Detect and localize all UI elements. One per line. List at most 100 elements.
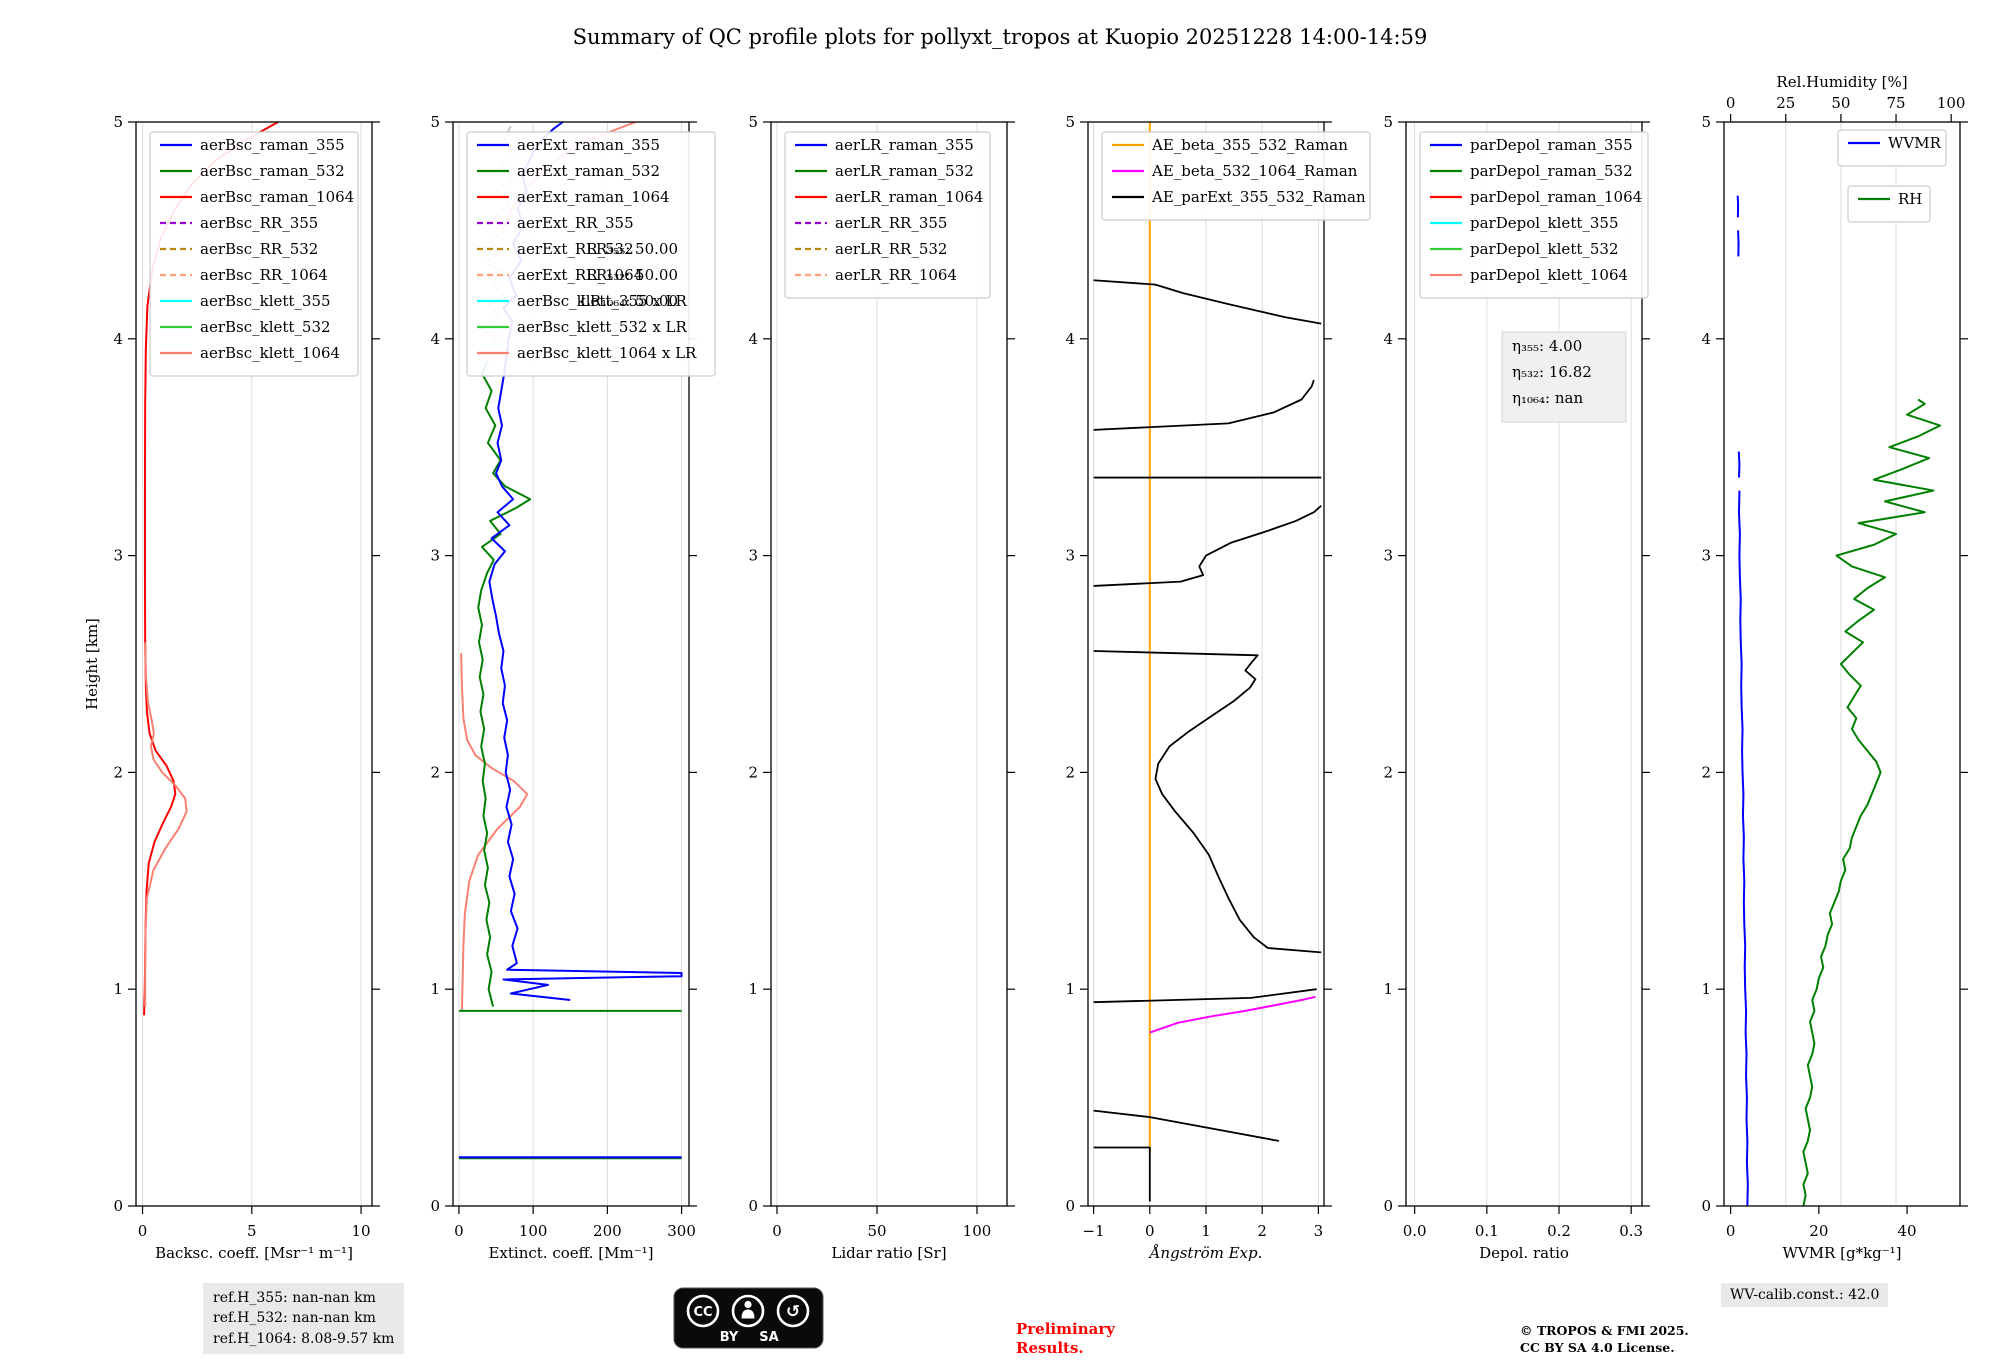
y-tick-label: 1 bbox=[1701, 980, 1711, 998]
legend-box bbox=[466, 131, 716, 377]
y-tick-label: 1 bbox=[430, 980, 440, 998]
x-tick-label: 0.0 bbox=[1403, 1222, 1427, 1240]
y-tick-label: 4 bbox=[430, 330, 440, 348]
legend-label: aerBsc_klett_1064 bbox=[200, 344, 340, 362]
series-aerExt_raman_532 bbox=[477, 360, 532, 1007]
y-tick-label: 0 bbox=[1065, 1197, 1075, 1215]
y-tick-label: 3 bbox=[1383, 547, 1393, 565]
x-tick-label: −1 bbox=[1083, 1222, 1105, 1240]
legend-label: aerLR_raman_532 bbox=[835, 162, 974, 180]
panel-lidar-ratio: 0 50 100 0 1 2 3 4 5 Lidar ratio [Sr] aerLR_raman_… bbox=[748, 113, 1015, 1262]
x-tick-label: 0 bbox=[1726, 1222, 1736, 1240]
axes-frame bbox=[770, 121, 1008, 1207]
y-tick-label: 0 bbox=[430, 1197, 440, 1215]
y-tick-label: 3 bbox=[1065, 547, 1075, 565]
y-tick-label: 4 bbox=[113, 330, 123, 348]
annotation-text: LR₃₅₅: 50.00 bbox=[586, 240, 678, 258]
x-tick-label: 200 bbox=[593, 1222, 622, 1240]
x-tick-label: 0.1 bbox=[1475, 1222, 1499, 1240]
legend-label: WVMR bbox=[1888, 134, 1942, 152]
copyright-note: © TROPOS & FMI 2025. CC BY SA 4.0 Licens… bbox=[1520, 1323, 1689, 1357]
y-tick-label: 0 bbox=[1701, 1197, 1711, 1215]
y-tick-label: 0 bbox=[748, 1197, 758, 1215]
y-tick-label: 2 bbox=[1383, 763, 1393, 781]
panel-wvmr-rh: 0 20 40 0 25 50 75 100 Rel.Humidity [%] 0 1 2 3 4 5 WVM… bbox=[1701, 73, 1968, 1262]
legend-label: AE_beta_532_1064_Raman bbox=[1151, 162, 1358, 180]
top-tick-label: 0 bbox=[1726, 94, 1736, 112]
x-tick-label: 3 bbox=[1314, 1222, 1324, 1240]
wv-calibration-note: WV-calib.const.: 42.0 bbox=[1721, 1283, 1889, 1307]
x-tick-label: 0 bbox=[138, 1222, 148, 1240]
y-tick-label: 2 bbox=[1701, 763, 1711, 781]
legend-label: aerBsc_klett_532 x LR bbox=[517, 318, 688, 336]
y-tick-label: 0 bbox=[1383, 1197, 1393, 1215]
x-tick-label: 50 bbox=[867, 1222, 886, 1240]
x-tick-label: 5 bbox=[247, 1222, 257, 1240]
cc-by-sa-badge: CC ↺ BY SA bbox=[673, 1287, 824, 1349]
top-tick-label: 25 bbox=[1776, 94, 1795, 112]
top-tick-label: 100 bbox=[1937, 94, 1966, 112]
ref-h-1064: ref.H_1064: 8.08-9.57 km bbox=[213, 1330, 395, 1347]
x-tick-label: 10 bbox=[352, 1222, 371, 1240]
annotation-text: η₁₀₆₄: nan bbox=[1512, 389, 1583, 407]
series-AE_parExt_355_532_Raman bbox=[1093, 988, 1317, 1004]
legend-box bbox=[1419, 131, 1649, 299]
y-tick-label: 4 bbox=[748, 330, 758, 348]
series-AE_parExt_355_532_Raman bbox=[1093, 279, 1322, 325]
page-title: Summary of QC profile plots for pollyxt_… bbox=[572, 25, 1428, 49]
y-tick-label: 2 bbox=[1065, 763, 1075, 781]
panel-backscatter: 0 5 10 0 1 2 3 4 5 Backsc. coeff. [Msr⁻¹ m⁻¹] Heig… bbox=[83, 113, 380, 1262]
legend-label: parDepol_klett_1064 bbox=[1470, 266, 1628, 284]
series-AE_parExt_355_532_Raman bbox=[1093, 1146, 1151, 1202]
annotation-text: LR₁₀₆₄: 50.00 bbox=[580, 292, 678, 310]
x-tick-label: 100 bbox=[519, 1222, 548, 1240]
series-WVMR bbox=[1737, 490, 1749, 1207]
series-aerBsc_klett_1064 x LR bbox=[460, 653, 529, 1011]
legend-label: aerBsc_klett_532 bbox=[200, 318, 331, 336]
legend-box bbox=[1847, 185, 1931, 223]
cc-circle-icon bbox=[686, 1294, 720, 1328]
preliminary-results-note: Preliminary Results. bbox=[1016, 1320, 1115, 1358]
legend-label: parDepol_raman_532 bbox=[1470, 162, 1633, 180]
x-axis-label: Depol. ratio bbox=[1479, 1244, 1569, 1262]
y-tick-label: 0 bbox=[113, 1197, 123, 1215]
legend-box bbox=[1101, 131, 1371, 221]
y-tick-label: 3 bbox=[430, 547, 440, 565]
legend-label: aerExt_RR_355 bbox=[517, 214, 634, 232]
annotation-box bbox=[1501, 331, 1627, 423]
legend-label: aerBsc_raman_532 bbox=[200, 162, 345, 180]
copyright-line-1: © TROPOS & FMI 2025. bbox=[1520, 1323, 1689, 1338]
y-tick-label: 4 bbox=[1701, 330, 1711, 348]
y-tick-label: 2 bbox=[113, 763, 123, 781]
y-tick-label: 3 bbox=[1701, 547, 1711, 565]
top-tick-label: 75 bbox=[1886, 94, 1905, 112]
x-tick-label: 2 bbox=[1257, 1222, 1267, 1240]
share-alike-icon: ↺ bbox=[786, 1302, 800, 1322]
x-tick-label: 0.2 bbox=[1547, 1222, 1571, 1240]
legend-label: parDepol_klett_532 bbox=[1470, 240, 1619, 258]
legend-box bbox=[784, 131, 991, 299]
legend-label: RH bbox=[1898, 190, 1922, 208]
y-tick-label: 5 bbox=[1701, 113, 1711, 131]
x-axis-label: Backsc. coeff. [Msr⁻¹ m⁻¹] bbox=[155, 1244, 353, 1262]
y-tick-label: 5 bbox=[1065, 113, 1075, 131]
series-aerBsc_klett_1064 bbox=[144, 642, 188, 1007]
legend-label: aerBsc_klett_1064 x LR bbox=[517, 344, 697, 362]
legend-label: parDepol_raman_355 bbox=[1470, 136, 1633, 154]
y-tick-label: 4 bbox=[1065, 330, 1075, 348]
y-tick-label: 5 bbox=[113, 113, 123, 131]
legend-label: aerBsc_RR_532 bbox=[200, 240, 318, 258]
legend-label: aerLR_raman_355 bbox=[835, 136, 974, 154]
annotation-text: LR₅₃₂: 50.00 bbox=[586, 266, 678, 284]
legend-label: aerBsc_RR_355 bbox=[200, 214, 318, 232]
ref-h-355: ref.H_355: nan-nan km bbox=[213, 1290, 376, 1306]
series-AE_parExt_355_532_Raman bbox=[1093, 650, 1322, 954]
copyright-line-2: CC BY SA 4.0 License. bbox=[1520, 1339, 1675, 1355]
y-axis-label: Height [km] bbox=[83, 618, 101, 710]
x-axis-label: Lidar ratio [Sr] bbox=[831, 1244, 946, 1262]
y-tick-label: 1 bbox=[113, 980, 123, 998]
legend-label: parDepol_raman_1064 bbox=[1470, 188, 1642, 206]
y-tick-label: 5 bbox=[430, 113, 440, 131]
annotation-text: η₃₅₅: 4.00 bbox=[1512, 337, 1582, 355]
